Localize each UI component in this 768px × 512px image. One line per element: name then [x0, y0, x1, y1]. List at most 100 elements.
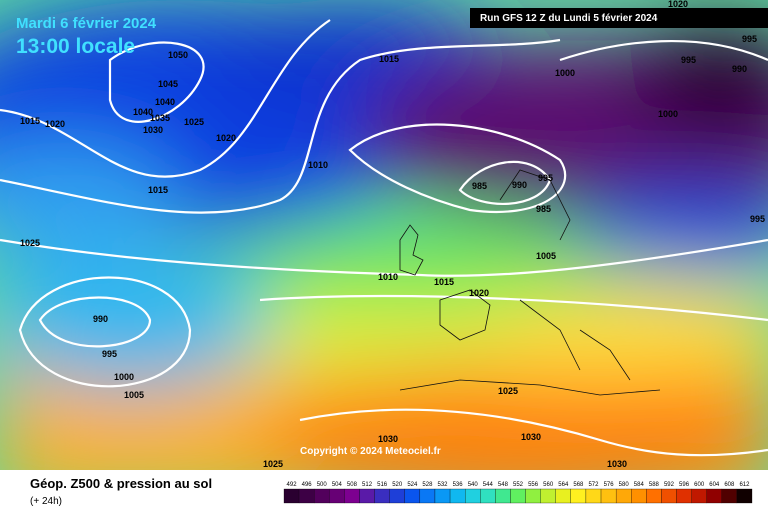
- isobar-label: 1010: [308, 160, 328, 170]
- isobar-label: 1020: [469, 288, 489, 298]
- isobar-label: 1040: [133, 107, 153, 117]
- colorbar-label: 600: [694, 482, 705, 488]
- isobar-label: 1000: [555, 68, 575, 78]
- colorbar-label: 520: [392, 482, 403, 488]
- colorbar-label: 512: [362, 482, 373, 488]
- colorbar-swatch: [661, 488, 677, 504]
- isobar-label: 990: [732, 64, 747, 74]
- colorbar-swatch: [615, 488, 632, 504]
- colorbar-swatch: [480, 488, 496, 504]
- isobar-label: 990: [93, 314, 108, 324]
- run-info: Run GFS 12 Z du Lundi 5 février 2024: [480, 13, 658, 24]
- colorbar-label: 612: [739, 482, 750, 488]
- colorbar-label: 516: [377, 482, 388, 488]
- footer-lead: (+ 24h): [30, 496, 62, 507]
- colorbar-swatch: [631, 488, 647, 504]
- colorbar-label: 536: [453, 482, 464, 488]
- colorbar-swatch: [329, 488, 345, 504]
- isobar-label: 1020: [45, 119, 65, 129]
- isobar-label: 1030: [521, 432, 541, 442]
- colorbar-swatch: [434, 488, 451, 504]
- colorbar-swatch: [449, 488, 466, 504]
- isobar-label: 1030: [143, 125, 163, 135]
- colorbar-swatch: [283, 488, 300, 504]
- isobar-label: 995: [681, 55, 696, 65]
- colorbar-swatch: [404, 488, 421, 504]
- colorbar-swatch: [344, 488, 360, 504]
- colorbar-swatch: [706, 488, 722, 504]
- colorbar-label: 604: [709, 482, 720, 488]
- colorbar-label: 596: [679, 482, 690, 488]
- colorbar-swatch: [555, 488, 571, 504]
- colorbar-swatch: [691, 488, 707, 504]
- colorbar-swatch: [525, 488, 541, 504]
- colorbar-swatch: [359, 488, 375, 504]
- isobar-label: 1025: [263, 459, 283, 469]
- colorbar-swatch: [495, 488, 511, 504]
- colorbar-label: 508: [347, 482, 358, 488]
- isobar-label: 995: [102, 349, 117, 359]
- colorbar-label: 540: [468, 482, 479, 488]
- colorbar-swatch: [600, 488, 617, 504]
- isobar-label: 995: [538, 173, 553, 183]
- colorbar-label: 552: [513, 482, 524, 488]
- colorbar-swatch: [314, 488, 330, 504]
- isobar-label: 985: [472, 181, 487, 191]
- colorbar-swatch: [570, 488, 587, 504]
- isobar-label: 995: [742, 34, 757, 44]
- colorbar-label: 556: [528, 482, 539, 488]
- forecast-date: Mardi 6 février 2024: [16, 15, 157, 32]
- colorbar-label: 492: [287, 482, 298, 488]
- isobar-label: 995: [750, 214, 765, 224]
- isobar-label: 1020: [668, 0, 688, 9]
- isobar-label: 985: [536, 204, 551, 214]
- isobar-label: 1025: [498, 386, 518, 396]
- colorbar-label: 584: [634, 482, 645, 488]
- isobar-label: 1015: [434, 277, 454, 287]
- colorbar-swatch: [676, 488, 692, 504]
- isobar-label: 1010: [378, 272, 398, 282]
- isobar-label: 1000: [658, 109, 678, 119]
- colorbar-swatch: [736, 488, 753, 504]
- isobar-label: 1045: [158, 79, 178, 89]
- isobar-label: 1015: [20, 116, 40, 126]
- isobar-label: 1000: [114, 372, 134, 382]
- colorbar-swatch: [540, 488, 556, 504]
- isobar-label: 1015: [148, 185, 168, 195]
- colorbar-label: 576: [604, 482, 615, 488]
- isobar-label: 1015: [379, 54, 399, 64]
- footer-title: Géop. Z500 & pression au sol: [30, 476, 212, 491]
- isobar-label: 1005: [536, 251, 556, 261]
- colorbar-label: 544: [483, 482, 494, 488]
- colorbar-label: 608: [724, 482, 735, 488]
- colorbar-label: 580: [619, 482, 630, 488]
- isobar-label: 1050: [168, 50, 188, 60]
- colorbar-label: 592: [664, 482, 675, 488]
- colorbar-label: 548: [498, 482, 509, 488]
- colorbar-label: 572: [588, 482, 599, 488]
- colorbar-label: 568: [573, 482, 584, 488]
- colorbar-label: 524: [407, 482, 418, 488]
- isobar-label: 1025: [20, 238, 40, 248]
- run-banner: [470, 8, 768, 28]
- isobar-label: 990: [512, 180, 527, 190]
- colorbar-swatch: [721, 488, 738, 504]
- colorbar-swatch: [646, 488, 662, 504]
- colorbar-label: 532: [438, 482, 449, 488]
- colorbar-label: 528: [422, 482, 433, 488]
- colorbar-label: 560: [543, 482, 554, 488]
- forecast-time: 13:00 locale: [16, 35, 135, 58]
- isobar-label: 1030: [378, 434, 398, 444]
- isobar-label: 1035: [150, 113, 170, 123]
- colorbar-label: 496: [302, 482, 313, 488]
- colorbar-label: 500: [317, 482, 328, 488]
- colorbar-swatch: [389, 488, 405, 504]
- colorbar-swatch: [585, 488, 602, 504]
- isobar-label: 1030: [607, 459, 627, 469]
- colorbar-label: 588: [649, 482, 660, 488]
- colorbar-label: 564: [558, 482, 569, 488]
- colorbar-swatch: [374, 488, 390, 504]
- colorbar-label: 504: [332, 482, 343, 488]
